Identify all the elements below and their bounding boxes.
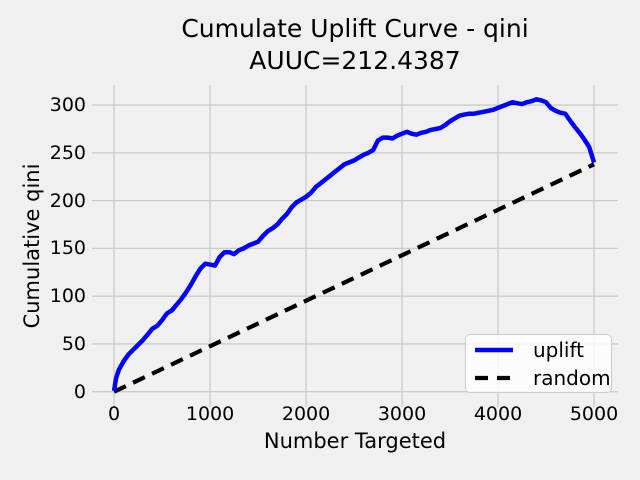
x-axis-label: Number Targeted bbox=[263, 429, 447, 453]
x-tick-label: 5000 bbox=[569, 403, 619, 425]
legend-label-uplift: uplift bbox=[533, 337, 585, 362]
y-axis-label: Cumulative qini bbox=[20, 163, 44, 329]
y-tick-label: 300 bbox=[49, 94, 86, 117]
random-line-sample bbox=[475, 375, 513, 380]
legend-item-random: random bbox=[473, 366, 611, 390]
legend: uplift random bbox=[465, 334, 612, 393]
y-tick-label: 200 bbox=[49, 189, 86, 212]
chart-title-line2: AUUC=212.4387 bbox=[249, 46, 461, 75]
plot-area bbox=[92, 85, 618, 407]
y-tick-label: 0 bbox=[73, 380, 86, 403]
y-tick-label: 100 bbox=[49, 285, 86, 308]
legend-item-uplift: uplift bbox=[473, 338, 603, 362]
x-tick-label: 2000 bbox=[281, 403, 331, 425]
y-tick-label: 250 bbox=[49, 141, 86, 164]
uplift-line-sample bbox=[475, 347, 513, 352]
x-tick-label: 1000 bbox=[185, 403, 235, 425]
chart-title: Cumulate Uplift Curve - qini AUUC=212.43… bbox=[92, 13, 618, 77]
y-tick-label: 150 bbox=[49, 237, 86, 260]
x-tick-label: 0 bbox=[108, 403, 121, 425]
x-tick-label: 3000 bbox=[377, 403, 427, 425]
x-tick-label: 4000 bbox=[473, 403, 523, 425]
legend-label-random: random bbox=[533, 365, 611, 390]
chart-title-line1: Cumulate Uplift Curve - qini bbox=[181, 14, 529, 43]
y-tick-label: 50 bbox=[61, 332, 86, 355]
